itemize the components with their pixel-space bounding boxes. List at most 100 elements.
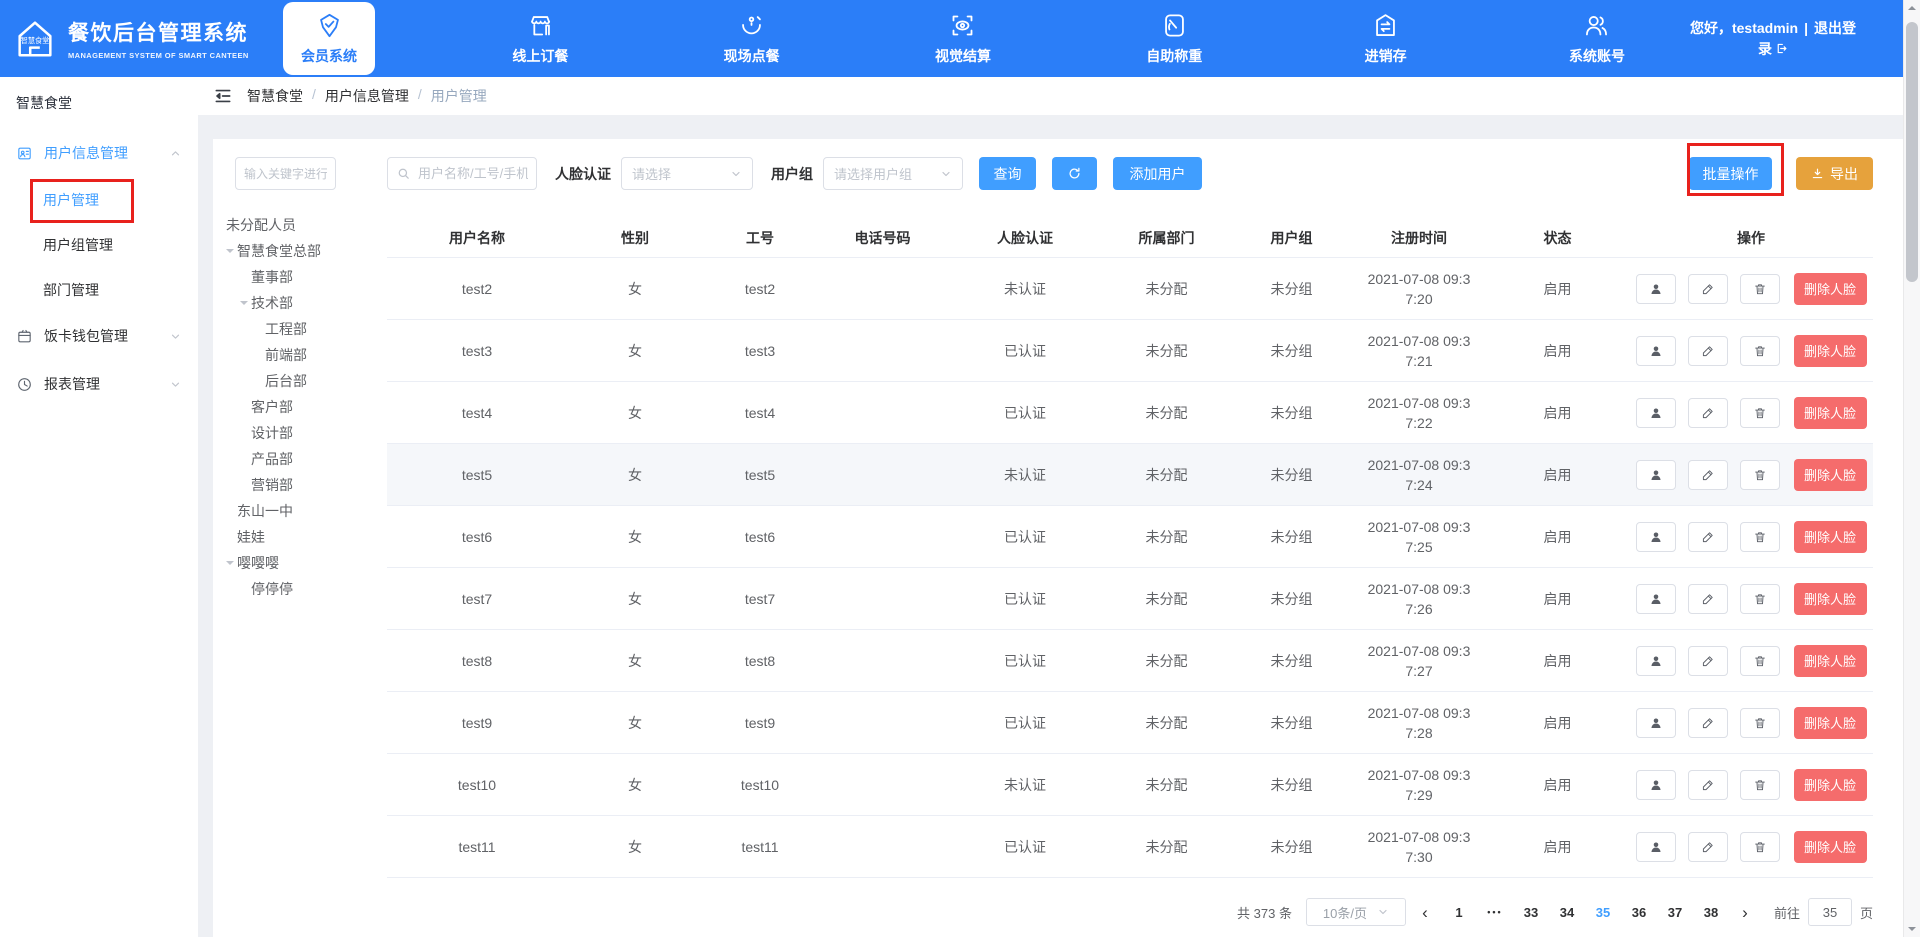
sidebar-group-报表管理[interactable]: 报表管理 [0, 360, 198, 408]
delete-face-button[interactable]: 删除人脸 [1793, 458, 1867, 491]
edit-button[interactable] [1687, 831, 1728, 862]
sidebar-group-用户信息管理[interactable]: 用户信息管理 [0, 129, 198, 177]
delete-face-button[interactable]: 删除人脸 [1793, 520, 1867, 553]
pagination-page-34[interactable]: 34 [1559, 904, 1575, 920]
sidebar-collapse-icon[interactable] [213, 86, 233, 106]
portrait-upload-button[interactable] [1635, 645, 1676, 676]
tree-expand-caret-icon[interactable] [226, 245, 237, 257]
scroll-down-arrow-icon[interactable] [1908, 927, 1916, 931]
sidebar-item-用户组管理[interactable]: 用户组管理 [43, 236, 113, 253]
delete-button[interactable] [1739, 583, 1780, 614]
logout-button[interactable]: 退出登录 [1758, 20, 1856, 57]
portrait-upload-button[interactable] [1635, 521, 1676, 552]
portrait-upload-button[interactable] [1635, 397, 1676, 428]
delete-button[interactable] [1739, 831, 1780, 862]
edit-button[interactable] [1687, 459, 1728, 490]
nav-item-onsite-order[interactable]: 现场点餐 [706, 0, 798, 77]
tree-node-营销部[interactable]: 营销部 [226, 472, 373, 498]
tree-node-前端部[interactable]: 前端部 [226, 342, 373, 368]
goto-page-input[interactable] [1807, 898, 1852, 926]
tree-node-董事部[interactable]: 董事部 [226, 264, 373, 290]
nav-item-self-weigh[interactable]: 自助称重 [1128, 0, 1220, 77]
delete-face-button[interactable]: 删除人脸 [1793, 830, 1867, 863]
tree-node-设计部[interactable]: 设计部 [226, 420, 373, 446]
face-auth-select[interactable]: 请选择 [621, 157, 753, 190]
page-size-select[interactable]: 10条/页 [1305, 898, 1406, 926]
portrait-upload-button[interactable] [1635, 273, 1676, 304]
tree-expand-caret-icon[interactable] [240, 297, 251, 309]
edit-button[interactable] [1687, 583, 1728, 614]
delete-button[interactable] [1739, 521, 1780, 552]
nav-item-inventory[interactable]: 进销存 [1340, 0, 1432, 77]
delete-button[interactable] [1739, 769, 1780, 800]
portrait-upload-button[interactable] [1635, 335, 1676, 366]
unassigned-staff-node[interactable]: 未分配人员 [226, 217, 296, 233]
delete-face-button[interactable]: 删除人脸 [1793, 706, 1867, 739]
batch-operation-button[interactable]: 批量操作 [1689, 157, 1772, 190]
pagination-prev-button[interactable]: ‹ [1422, 902, 1428, 922]
tree-node-产品部[interactable]: 产品部 [226, 446, 373, 472]
portrait-upload-button[interactable] [1635, 583, 1676, 614]
tree-node-后台部[interactable]: 后台部 [226, 368, 373, 394]
tree-node-东山一中[interactable]: 东山一中 [226, 498, 373, 524]
nav-item-visual-checkout[interactable]: 视觉结算 [917, 0, 1009, 77]
pagination-page-35[interactable]: 35 [1595, 904, 1611, 920]
pagination-next-button[interactable]: › [1742, 902, 1748, 922]
scrollbar-thumb[interactable] [1906, 22, 1918, 282]
edit-button[interactable] [1687, 273, 1728, 304]
edit-button[interactable] [1687, 521, 1728, 552]
tree-node-智慧食堂总部[interactable]: 智慧食堂总部 [226, 238, 373, 264]
tree-node-嘤嘤嘤[interactable]: 嘤嘤嘤 [226, 550, 373, 576]
delete-face-button[interactable]: 删除人脸 [1793, 334, 1867, 367]
delete-face-button[interactable]: 删除人脸 [1793, 396, 1867, 429]
nav-item-online-order[interactable]: 线上订餐 [494, 0, 586, 77]
delete-button[interactable] [1739, 707, 1780, 738]
portrait-upload-button[interactable] [1635, 831, 1676, 862]
pagination-page-38[interactable]: 38 [1703, 904, 1719, 920]
tree-node-工程部[interactable]: 工程部 [226, 316, 373, 342]
pagination-ellipsis[interactable]: ••• [1487, 907, 1503, 917]
delete-face-button[interactable]: 删除人脸 [1793, 582, 1867, 615]
page-scrollbar[interactable] [1903, 0, 1920, 937]
scroll-up-arrow-icon[interactable] [1908, 6, 1916, 10]
delete-button[interactable] [1739, 645, 1780, 676]
delete-face-button[interactable]: 删除人脸 [1793, 644, 1867, 677]
pagination-page-1[interactable]: 1 [1455, 904, 1463, 920]
user-search-input[interactable] [387, 157, 537, 190]
breadcrumb-item[interactable]: 用户信息管理 [324, 88, 409, 104]
tree-node-技术部[interactable]: 技术部 [226, 290, 373, 316]
edit-button[interactable] [1687, 397, 1728, 428]
delete-button[interactable] [1739, 335, 1780, 366]
tree-node-娃娃[interactable]: 娃娃 [226, 524, 373, 550]
portrait-upload-button[interactable] [1635, 459, 1676, 490]
sidebar-item-部门管理[interactable]: 部门管理 [43, 281, 99, 298]
delete-face-button[interactable]: 删除人脸 [1793, 768, 1867, 801]
edit-button[interactable] [1687, 769, 1728, 800]
delete-button[interactable] [1739, 273, 1780, 304]
pagination-page-37[interactable]: 37 [1667, 904, 1683, 920]
nav-item-system-account[interactable]: 系统账号 [1551, 0, 1643, 77]
delete-button[interactable] [1739, 397, 1780, 428]
edit-button[interactable] [1687, 707, 1728, 738]
delete-button[interactable] [1739, 459, 1780, 490]
add-user-button[interactable]: 添加用户 [1113, 157, 1202, 190]
edit-button[interactable] [1687, 645, 1728, 676]
pagination-page-33[interactable]: 33 [1523, 904, 1539, 920]
portrait-upload-button[interactable] [1635, 707, 1676, 738]
edit-button[interactable] [1687, 335, 1728, 366]
tree-node-客户部[interactable]: 客户部 [226, 394, 373, 420]
refresh-button[interactable] [1052, 157, 1097, 190]
sidebar-item-用户管理[interactable]: 用户管理 [43, 191, 99, 208]
tree-expand-caret-icon[interactable] [226, 557, 237, 569]
sidebar-group-饭卡钱包管理[interactable]: 饭卡钱包管理 [0, 312, 198, 360]
nav-item-member-system[interactable]: 会员系统 [283, 2, 375, 75]
delete-face-button[interactable]: 删除人脸 [1793, 272, 1867, 305]
tree-node-停停停[interactable]: 停停停 [226, 576, 373, 602]
breadcrumb-item[interactable]: 智慧食堂 [247, 88, 303, 104]
tree-filter-input[interactable] [235, 157, 336, 190]
query-button[interactable]: 查询 [979, 157, 1036, 190]
portrait-upload-button[interactable] [1635, 769, 1676, 800]
user-group-select[interactable]: 请选择用户组 [823, 157, 963, 190]
export-button[interactable]: 导出 [1796, 157, 1873, 190]
pagination-page-36[interactable]: 36 [1631, 904, 1647, 920]
